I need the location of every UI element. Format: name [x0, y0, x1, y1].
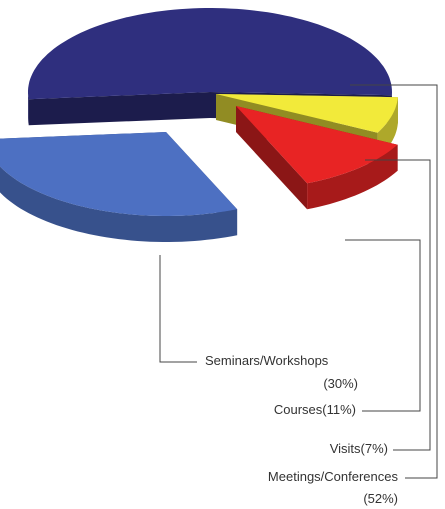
slice-label: (52%) [363, 491, 398, 506]
value-label: (11%) [322, 402, 356, 417]
slice-label: Visits(7%) [330, 441, 388, 456]
leader-line [159, 255, 197, 363]
slice-side [307, 144, 398, 210]
slice [0, 132, 238, 216]
slice [216, 94, 398, 133]
category-label: Courses [274, 402, 323, 417]
category-label: Seminars/Workshops [205, 353, 329, 368]
category-label: Visits [330, 441, 361, 456]
slice-side [28, 92, 29, 126]
slice [236, 106, 398, 184]
leader-line [350, 84, 438, 479]
slice-label: Meetings/Conferences [268, 469, 399, 484]
slice-side [0, 166, 238, 242]
value-label: (30%) [323, 376, 358, 391]
slice-label: Seminars/Workshops [205, 353, 329, 368]
slice-face [236, 106, 308, 210]
value-label: (7%) [361, 441, 388, 456]
leader-line [365, 159, 431, 451]
leader-line [345, 239, 421, 412]
category-label: Meetings/Conferences [268, 469, 399, 484]
slice-label: Courses(11%) [274, 402, 356, 417]
value-label: (52%) [363, 491, 398, 506]
slice [28, 8, 392, 100]
slice-face [28, 92, 211, 126]
slice-label: (30%) [323, 376, 358, 391]
